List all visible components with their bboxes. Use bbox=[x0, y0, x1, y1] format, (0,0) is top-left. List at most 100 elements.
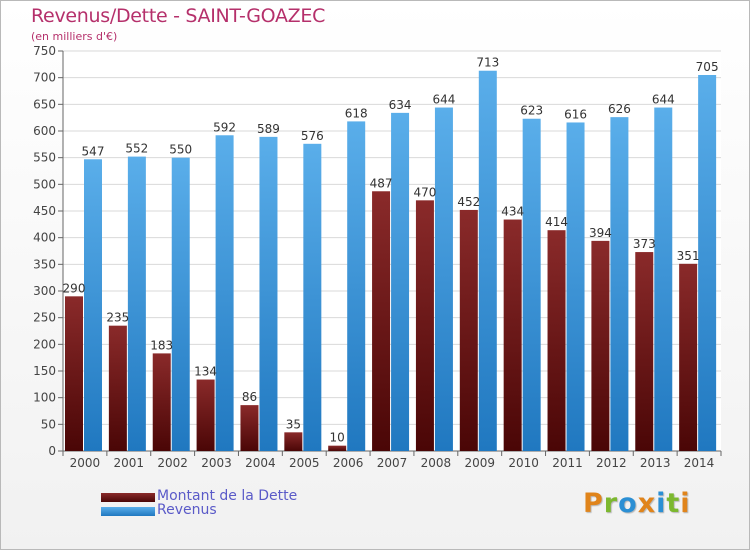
data-label-dette: 290 bbox=[63, 281, 86, 295]
y-tick-label: 300 bbox=[33, 284, 56, 298]
x-tick-label: 2000 bbox=[70, 456, 101, 470]
chart-title: Revenus/Dette - SAINT-GOAZEC bbox=[31, 5, 326, 27]
x-tick-label: 2008 bbox=[421, 456, 452, 470]
x-tick-label: 2011 bbox=[552, 456, 583, 470]
x-tick-label: 2010 bbox=[508, 456, 539, 470]
x-tick-label: 2014 bbox=[684, 456, 715, 470]
x-tick-label: 2005 bbox=[289, 456, 320, 470]
bar-dette bbox=[196, 379, 215, 451]
data-label-dette: 134 bbox=[194, 365, 217, 379]
legend-label-revenus: Revenus bbox=[157, 502, 217, 518]
y-tick-label: 700 bbox=[33, 71, 56, 85]
bar-dette bbox=[108, 325, 127, 451]
y-tick-label: 600 bbox=[33, 124, 56, 138]
x-tick-label: 2009 bbox=[464, 456, 495, 470]
bar-dette bbox=[459, 209, 478, 451]
bar-revenus bbox=[259, 136, 278, 451]
data-label-revenus: 634 bbox=[389, 98, 412, 112]
data-label-dette: 487 bbox=[370, 176, 393, 190]
data-label-dette: 10 bbox=[330, 431, 345, 445]
bar-revenus bbox=[84, 159, 102, 451]
bar-revenus bbox=[522, 118, 541, 451]
y-tick-label: 500 bbox=[33, 177, 56, 191]
data-label-revenus: 550 bbox=[169, 143, 192, 157]
data-label-dette: 452 bbox=[457, 195, 480, 209]
bar-dette bbox=[65, 296, 83, 451]
data-label-dette: 35 bbox=[286, 417, 301, 431]
bar-revenus bbox=[127, 156, 146, 451]
x-tick-label: 2007 bbox=[377, 456, 408, 470]
bar-dette bbox=[240, 405, 259, 451]
bar-dette bbox=[591, 240, 610, 451]
legend-label-dette: Montant de la Dette bbox=[157, 488, 298, 504]
y-tick-label: 150 bbox=[33, 364, 56, 378]
bar-revenus bbox=[215, 135, 234, 451]
data-label-dette: 394 bbox=[589, 226, 612, 240]
y-tick-label: 650 bbox=[33, 97, 56, 111]
bar-revenus bbox=[610, 117, 629, 451]
bar-revenus bbox=[478, 70, 497, 451]
bar-revenus bbox=[654, 107, 673, 452]
data-label-revenus: 616 bbox=[564, 107, 587, 121]
y-tick-label: 550 bbox=[33, 151, 56, 165]
bar-dette bbox=[679, 263, 698, 451]
bar-revenus bbox=[698, 75, 717, 451]
bar-dette bbox=[503, 219, 522, 451]
data-label-revenus: 644 bbox=[652, 93, 675, 107]
chart-subtitle: (en milliers d'€) bbox=[31, 30, 118, 43]
bar-dette bbox=[635, 252, 654, 451]
x-tick-label: 2012 bbox=[596, 456, 627, 470]
y-tick-label: 0 bbox=[48, 444, 56, 458]
data-label-revenus: 705 bbox=[696, 60, 719, 74]
y-tick-label: 750 bbox=[33, 44, 56, 58]
x-tick-label: 2013 bbox=[640, 456, 671, 470]
data-label-revenus: 552 bbox=[125, 142, 148, 156]
data-label-revenus: 547 bbox=[82, 144, 105, 158]
bar-dette bbox=[372, 191, 391, 451]
bar-dette bbox=[152, 353, 171, 451]
data-label-revenus: 589 bbox=[257, 122, 280, 136]
data-label-dette: 434 bbox=[501, 205, 524, 219]
y-tick-label: 200 bbox=[33, 337, 56, 351]
bar-revenus bbox=[171, 157, 190, 451]
legend-swatch-revenus bbox=[101, 507, 155, 516]
data-label-revenus: 576 bbox=[301, 129, 324, 143]
data-label-dette: 414 bbox=[545, 215, 568, 229]
data-label-revenus: 644 bbox=[432, 93, 455, 107]
bar-dette bbox=[547, 230, 566, 451]
data-label-dette: 86 bbox=[242, 390, 257, 404]
x-tick-label: 2002 bbox=[157, 456, 188, 470]
y-tick-label: 400 bbox=[33, 231, 56, 245]
x-tick-label: 2001 bbox=[114, 456, 145, 470]
data-label-revenus: 623 bbox=[520, 104, 543, 118]
data-label-revenus: 713 bbox=[476, 56, 499, 70]
data-label-dette: 470 bbox=[413, 185, 436, 199]
data-label-revenus: 626 bbox=[608, 102, 631, 116]
data-label-dette: 351 bbox=[677, 249, 700, 263]
legend-item-revenus: Revenus bbox=[101, 502, 361, 519]
bar-dette bbox=[284, 432, 303, 451]
data-label-dette: 183 bbox=[150, 338, 173, 352]
data-label-revenus: 592 bbox=[213, 120, 236, 134]
legend-swatch-dette bbox=[101, 493, 155, 502]
y-tick-label: 50 bbox=[41, 417, 56, 431]
data-label-revenus: 618 bbox=[345, 106, 368, 120]
bar-dette bbox=[415, 200, 434, 451]
bar-revenus bbox=[434, 107, 453, 452]
y-tick-label: 250 bbox=[33, 311, 56, 325]
data-label-dette: 373 bbox=[633, 237, 656, 251]
x-tick-label: 2006 bbox=[333, 456, 364, 470]
proxiti-logo: Proxiti bbox=[583, 488, 691, 519]
bar-revenus bbox=[566, 122, 585, 451]
bar-dette bbox=[328, 445, 347, 451]
bar-revenus bbox=[347, 121, 366, 452]
data-label-dette: 235 bbox=[106, 311, 129, 325]
bar-revenus bbox=[391, 112, 410, 451]
y-tick-label: 450 bbox=[33, 204, 56, 218]
x-tick-label: 2003 bbox=[201, 456, 232, 470]
legend-item-dette: Montant de la Dette bbox=[101, 488, 361, 505]
bar-revenus bbox=[303, 143, 322, 452]
y-tick-label: 350 bbox=[33, 257, 56, 271]
x-tick-label: 2004 bbox=[245, 456, 276, 470]
